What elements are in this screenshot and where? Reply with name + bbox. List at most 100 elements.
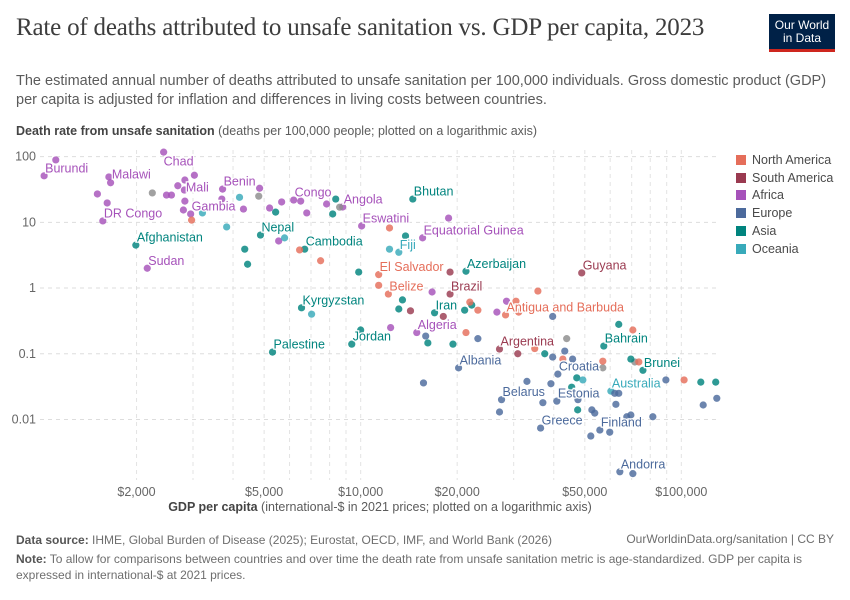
data-point — [162, 191, 171, 199]
data-point — [375, 281, 383, 289]
data-point — [697, 378, 705, 386]
data-point — [615, 389, 623, 397]
point-label: Azerbaijan — [467, 257, 526, 271]
legend-item-north-america[interactable]: North America — [736, 151, 833, 169]
data-point — [563, 335, 571, 343]
point-label: Belize — [389, 280, 423, 294]
data-point — [591, 409, 599, 417]
logo-line-1: Our World — [774, 17, 830, 32]
point-label: Jordan — [353, 330, 391, 344]
data-point — [235, 193, 244, 201]
data-point — [307, 310, 316, 318]
owid-logo[interactable]: Our World in Data — [769, 14, 835, 52]
legend-swatch — [736, 172, 746, 183]
data-point — [454, 364, 463, 372]
data-point — [649, 413, 657, 421]
data-point — [599, 364, 607, 372]
data-point — [512, 297, 520, 305]
data-point — [662, 376, 670, 384]
point-label: Belarus — [503, 385, 545, 399]
y-tick-label: 1 — [29, 281, 36, 295]
y-tick-label: 0.01 — [12, 412, 36, 426]
y-axis-title: Death rate from unsafe sanitation (death… — [16, 124, 537, 138]
point-label: Angola — [344, 193, 383, 207]
y-tick-label: 10 — [22, 215, 36, 229]
source-url[interactable]: OurWorldinData.org/sanitation | CC BY — [626, 532, 834, 546]
data-point — [627, 411, 635, 419]
data-point — [616, 468, 624, 476]
x-axis-title-bold: GDP per capita — [168, 500, 258, 514]
data-point — [413, 328, 421, 337]
data-point — [106, 179, 115, 187]
point-label: Finland — [601, 416, 642, 430]
data-point — [385, 245, 394, 253]
data-source-text[interactable]: IHME, Global Burden of Disease (2025); E… — [88, 533, 553, 547]
chart-title: Rate of deaths attributed to unsafe sani… — [16, 14, 705, 41]
data-point — [190, 171, 198, 179]
legend-swatch — [736, 243, 746, 254]
data-point — [515, 308, 523, 316]
data-point — [148, 189, 156, 197]
chart-note: Note: To allow for comparisons between c… — [16, 551, 836, 583]
data-point — [409, 195, 417, 203]
data-point — [255, 192, 263, 200]
point-label: Iran — [436, 298, 458, 312]
data-point — [223, 223, 231, 231]
data-point — [419, 379, 428, 387]
data-point — [615, 320, 623, 328]
legend-item-africa[interactable]: Africa — [736, 187, 833, 205]
data-point — [554, 370, 562, 378]
data-point — [265, 204, 274, 212]
data-point — [578, 269, 586, 277]
legend-swatch — [736, 190, 746, 201]
data-point — [239, 205, 248, 213]
legend-item-europe[interactable]: Europe — [736, 204, 833, 222]
point-label: Cambodia — [306, 235, 363, 249]
data-point — [297, 304, 306, 312]
note-label: Note: — [16, 552, 47, 566]
legend-swatch — [736, 154, 746, 165]
legend-item-oceania[interactable]: Oceania — [736, 240, 833, 258]
data-point — [395, 248, 403, 256]
data-point — [568, 355, 577, 363]
y-axis-title-detail: (deaths per 100,000 people; plotted on a… — [214, 124, 538, 138]
x-tick-label: $100,000 — [655, 485, 707, 499]
legend-item-south-america[interactable]: South America — [736, 169, 833, 187]
data-point — [268, 348, 277, 356]
data-point — [256, 184, 264, 192]
data-point — [395, 305, 403, 313]
point-label: Benin — [224, 175, 256, 189]
data-point — [495, 408, 504, 416]
data-point — [358, 222, 366, 230]
point-label: Estonia — [558, 387, 600, 401]
data-point — [295, 246, 304, 254]
point-label: Palestine — [274, 338, 325, 352]
data-point — [105, 173, 113, 181]
data-point — [497, 396, 506, 404]
data-point — [317, 257, 325, 265]
legend-item-asia[interactable]: Asia — [736, 222, 833, 240]
x-tick-label: $20,000 — [435, 485, 480, 499]
data-point — [462, 328, 470, 337]
data-point — [103, 199, 111, 207]
data-point — [348, 340, 356, 348]
point-label: Australia — [612, 377, 661, 391]
point-label: Sudan — [148, 254, 184, 268]
data-point — [275, 237, 283, 245]
data-point — [699, 401, 707, 409]
data-point — [446, 268, 454, 276]
x-tick-label: $10,000 — [338, 485, 383, 499]
data-point — [579, 376, 587, 384]
data-point — [187, 210, 195, 218]
point-label: Antigua and Barbuda — [507, 300, 625, 314]
data-point — [181, 176, 189, 184]
point-label: Algeria — [418, 318, 457, 332]
data-point — [574, 406, 582, 414]
data-point — [218, 185, 227, 193]
data-point — [596, 426, 604, 434]
data-point — [493, 308, 501, 316]
data-point — [198, 209, 207, 217]
point-label: Chad — [164, 155, 194, 169]
data-point — [180, 186, 188, 194]
data-point — [174, 182, 182, 190]
